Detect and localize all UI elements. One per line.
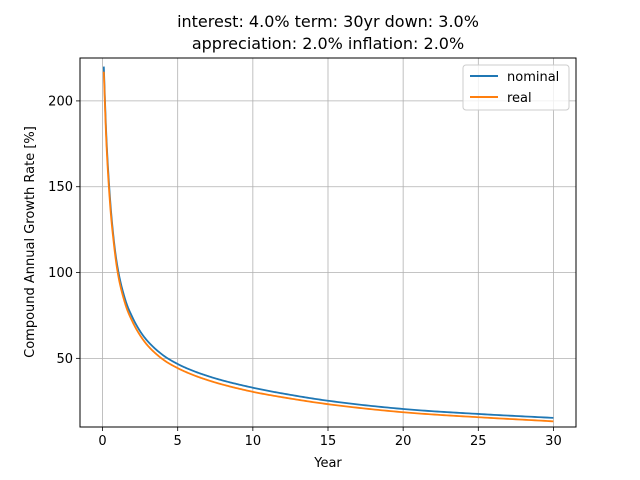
x-tick-label: 5 <box>174 434 182 449</box>
series-lines <box>102 66 554 423</box>
x-tick-label: 20 <box>395 434 412 449</box>
x-axis-ticks: 0 5 10 15 20 25 30 <box>98 427 562 449</box>
x-tick-label: 25 <box>470 434 487 449</box>
y-tick-label: 50 <box>56 352 73 367</box>
x-tick-label: 15 <box>320 434 337 449</box>
legend: nominal real <box>462 64 570 111</box>
chart-title-line-1: interest: 4.0% term: 30yr down: 3.0% <box>177 12 479 31</box>
y-tick-label: 100 <box>48 266 73 281</box>
x-tick-label: 0 <box>98 434 106 449</box>
x-tick-label: 30 <box>545 434 562 449</box>
y-tick-label: 150 <box>48 180 73 195</box>
legend-label-nominal: nominal <box>507 70 559 85</box>
y-tick-label: 200 <box>48 94 73 109</box>
legend-label-real: real <box>507 91 532 106</box>
y-axis-ticks: 50 100 150 200 <box>48 94 80 367</box>
x-axis-label: Year <box>313 456 342 471</box>
x-tick-label: 10 <box>245 434 262 449</box>
series-line-real <box>102 71 554 423</box>
y-axis-label: Compound Annual Growth Rate [%] <box>23 126 38 358</box>
chart-title-line-2: appreciation: 2.0% inflation: 2.0% <box>192 34 464 53</box>
